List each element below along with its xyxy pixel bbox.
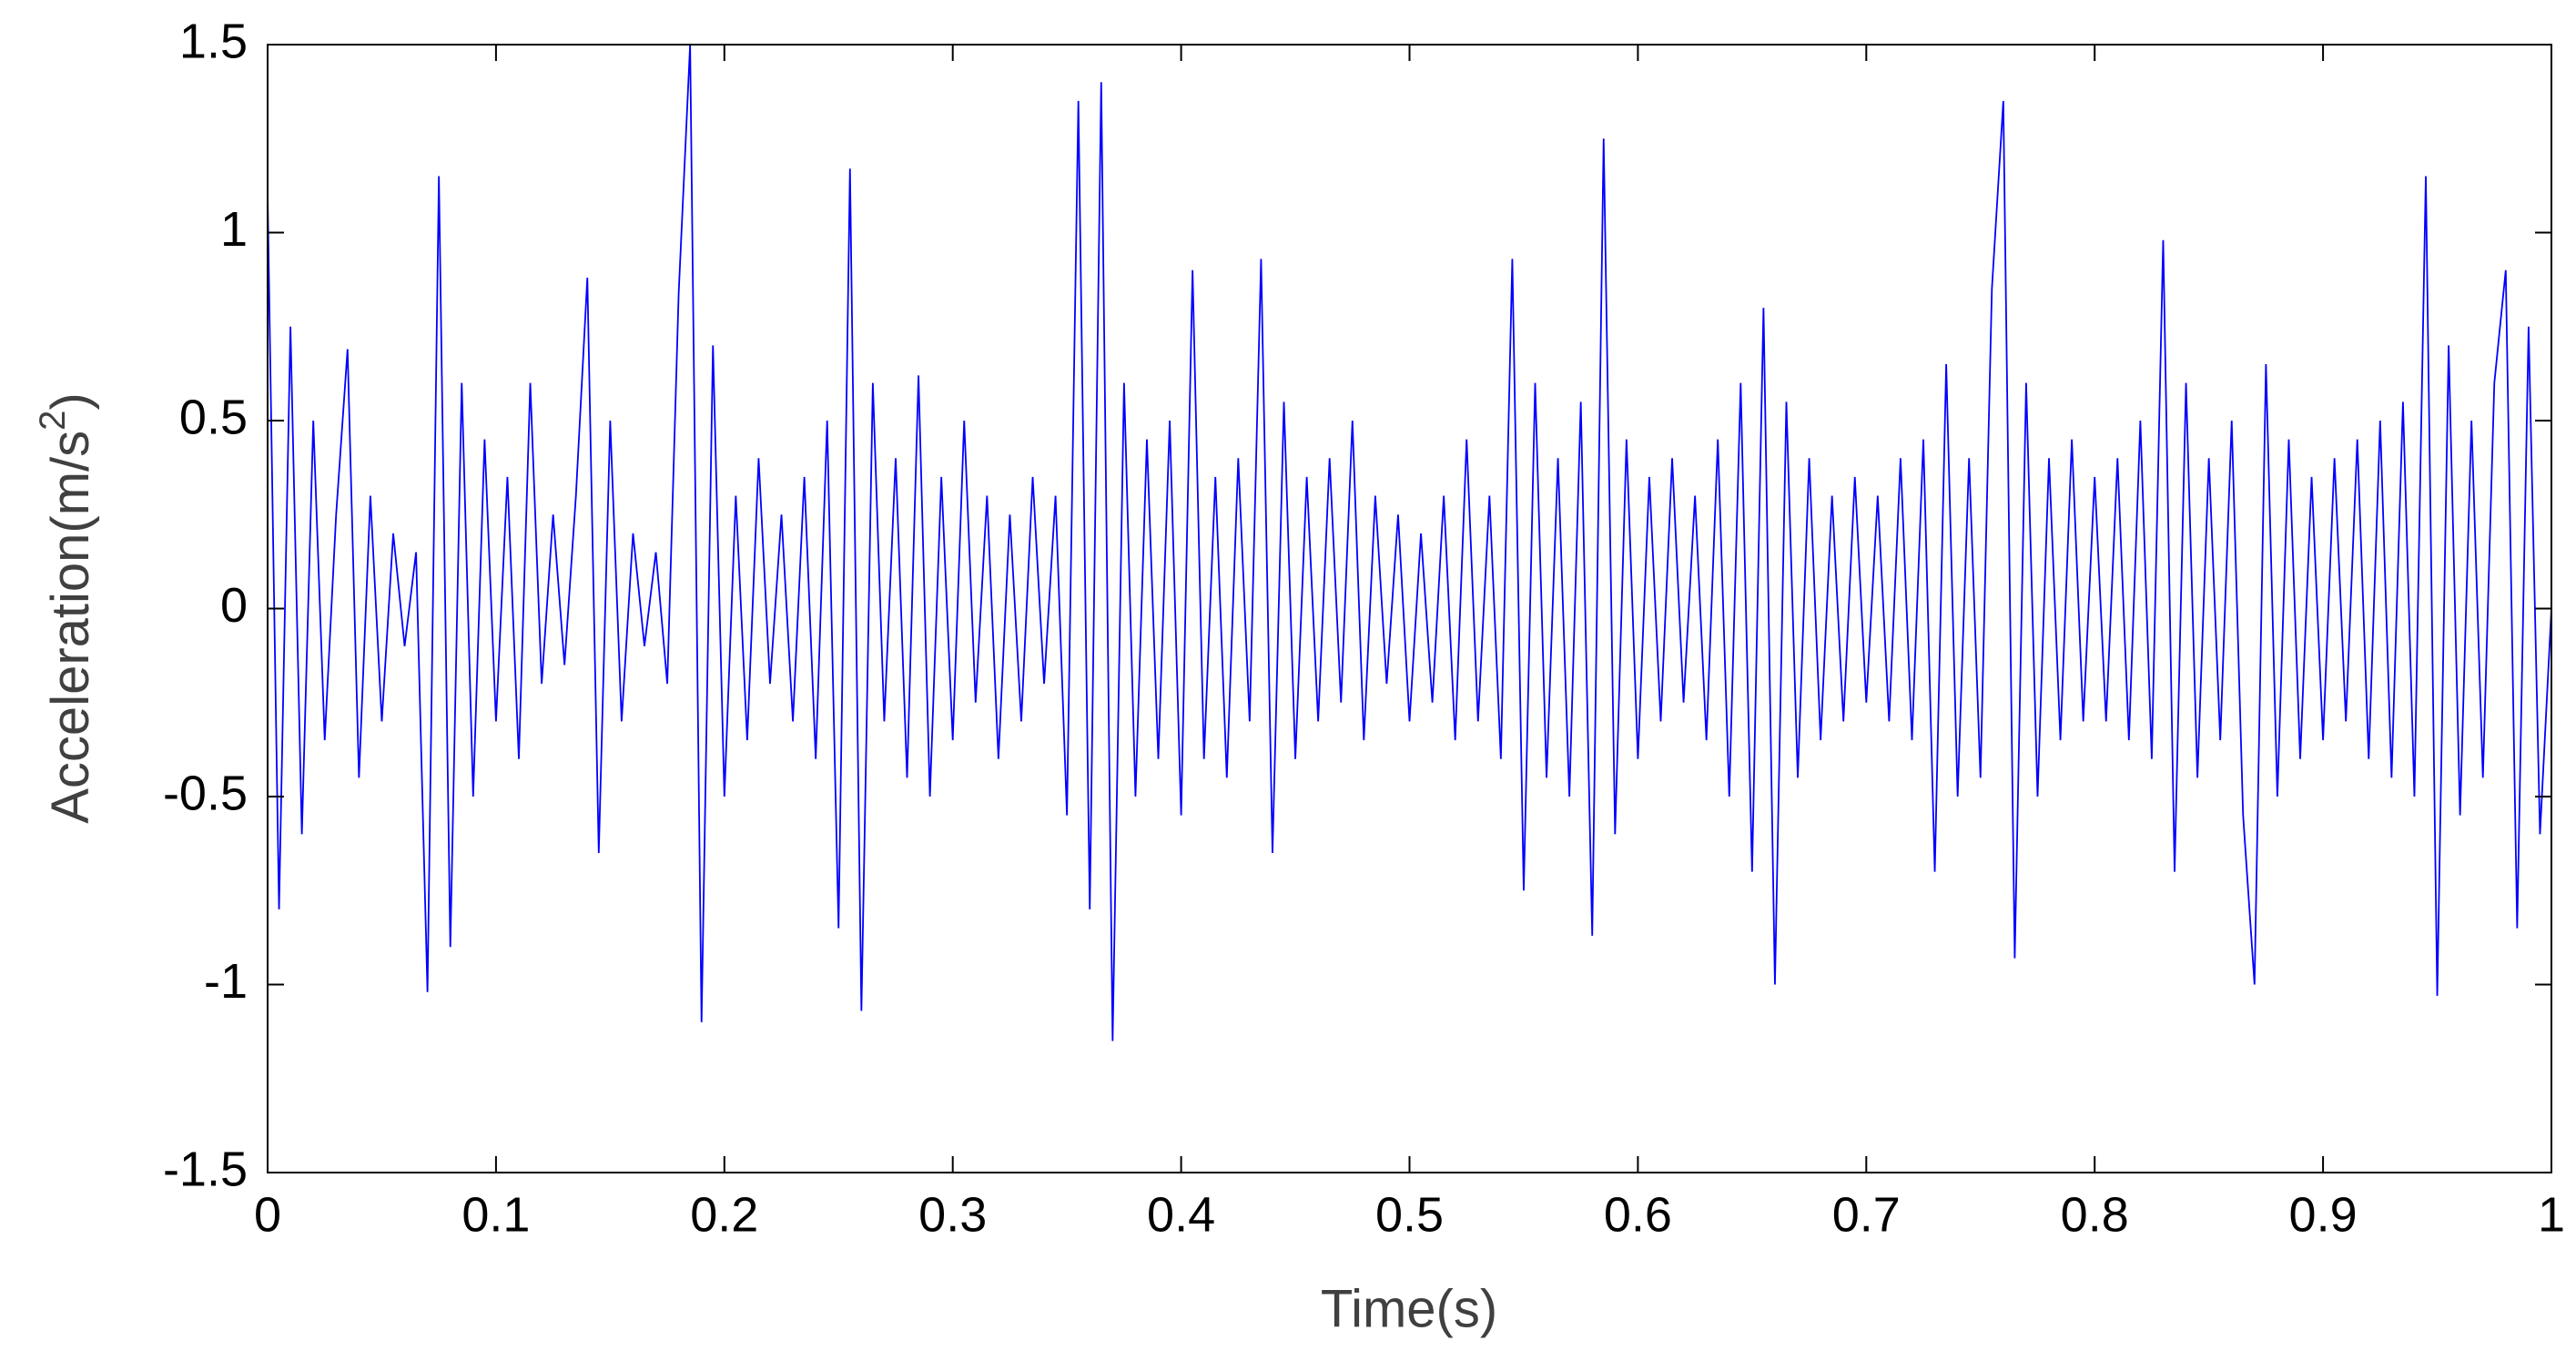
x-tick-label: 0.2 — [690, 1187, 758, 1242]
y-tick-label: 1.5 — [179, 14, 248, 68]
y-tick-label: 0.5 — [179, 390, 248, 444]
y-label-tail: ) — [41, 392, 100, 410]
y-tick-label: -0.5 — [163, 766, 248, 820]
y-tick-label: 0 — [220, 578, 248, 633]
y-axis-label: Acceleration(m/s2) — [33, 392, 101, 824]
x-tick-label: 0.8 — [2061, 1187, 2129, 1242]
x-tick-label: 0.5 — [1375, 1187, 1444, 1242]
signal-line — [267, 44, 2552, 1041]
x-tick-label: 0.9 — [2289, 1187, 2358, 1242]
x-tick-label: 1 — [2538, 1187, 2565, 1242]
y-tick-label: 1 — [220, 202, 248, 257]
y-label-sup: 2 — [33, 411, 73, 431]
plot-frame — [267, 44, 2552, 1173]
x-tick-label: 0.4 — [1147, 1187, 1215, 1242]
x-tick-label: 0.3 — [918, 1187, 987, 1242]
y-tick-label: -1.5 — [163, 1142, 248, 1196]
x-tick-label: 0.7 — [1832, 1187, 1901, 1242]
x-tick-label: 0.1 — [461, 1187, 530, 1242]
x-tick-label: 0.6 — [1604, 1187, 1672, 1242]
y-label-main: Acceleration(m/s — [41, 431, 100, 824]
x-tick-label: 0 — [254, 1187, 281, 1242]
y-tick-label: -1 — [204, 954, 248, 1009]
x-axis-label: Time(s) — [1321, 1279, 1497, 1338]
